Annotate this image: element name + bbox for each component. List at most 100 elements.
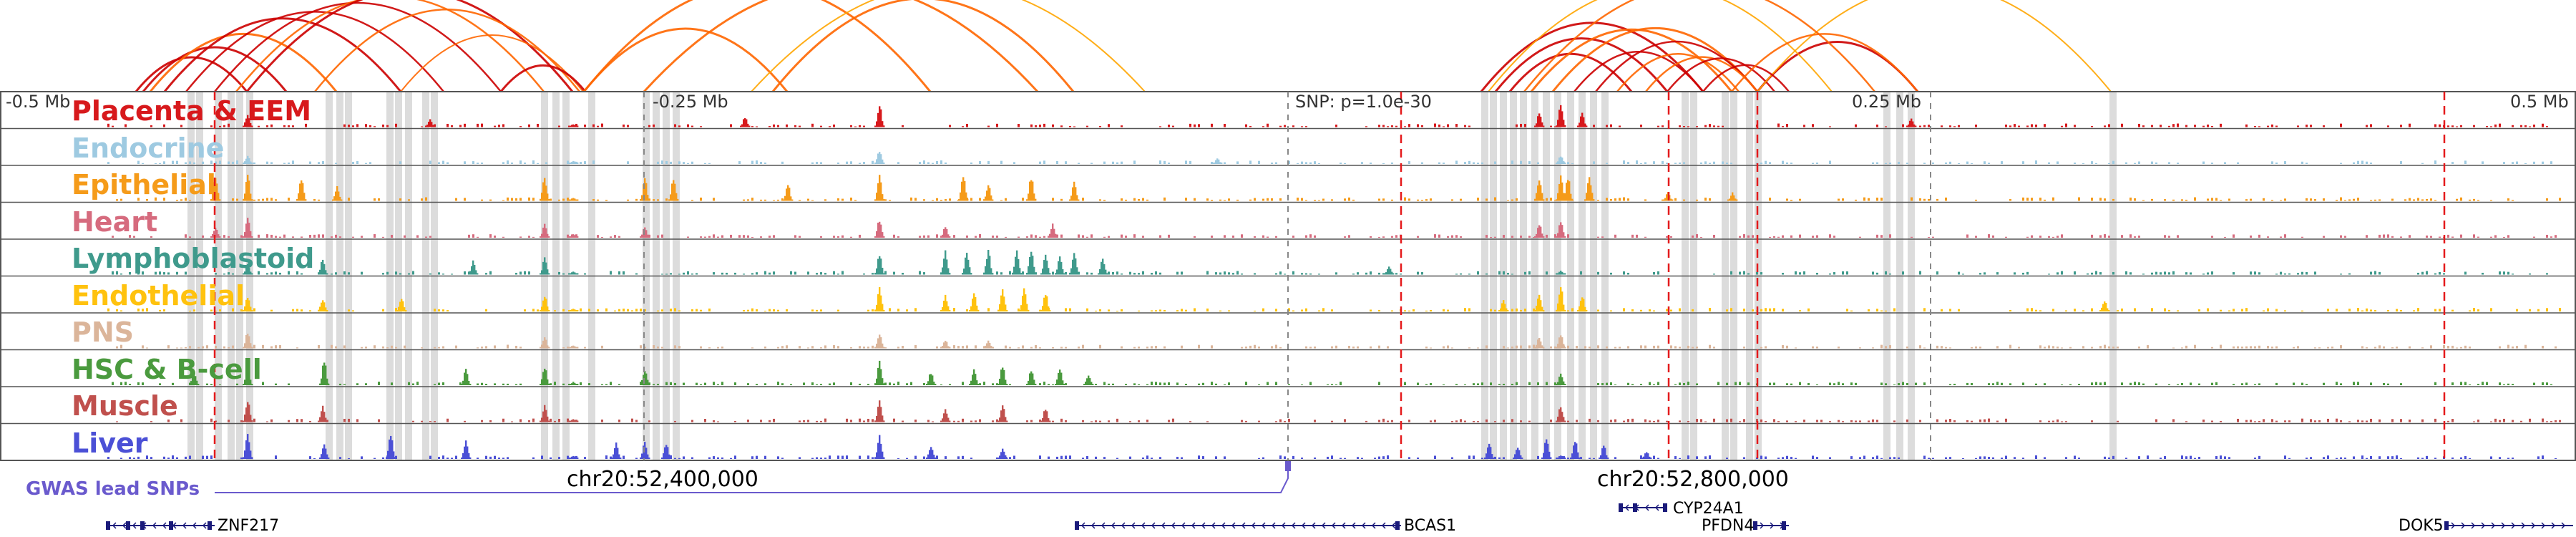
signal-bar — [313, 458, 316, 459]
signal-bar — [2052, 309, 2054, 311]
signal-bar — [1838, 382, 1840, 385]
signal-peak-bar — [572, 160, 575, 164]
signal-bar — [674, 124, 676, 127]
signal-bar — [2529, 309, 2531, 311]
signal-bar — [1331, 455, 1333, 459]
signal-bar — [1091, 163, 1093, 164]
signal-bar — [1022, 345, 1024, 349]
signal-bar — [1988, 163, 1990, 164]
signal-bar — [1378, 456, 1380, 459]
gene-strand-chevron — [1141, 522, 1146, 529]
signal-bar — [322, 234, 324, 238]
signal-peak-bar — [990, 345, 992, 349]
signal-bar — [2542, 345, 2544, 349]
signal-bar — [2439, 124, 2441, 127]
signal-bar — [2310, 457, 2312, 459]
signal-peak-bar — [547, 193, 549, 201]
signal-bar — [189, 455, 191, 459]
signal-bar — [966, 309, 968, 311]
signal-bar — [1782, 126, 1784, 127]
signal-bar — [1035, 125, 1037, 127]
signal-bar — [2233, 384, 2235, 385]
signal-peak-bar — [1046, 260, 1048, 275]
signal-bar — [1404, 197, 1406, 201]
signal-peak-bar — [879, 287, 881, 311]
signal-bar — [447, 458, 449, 459]
signal-bar — [1782, 309, 1784, 311]
signal-peak-bar — [1573, 445, 1575, 459]
signal-bar — [172, 160, 174, 164]
signal-bar — [1112, 383, 1114, 385]
signal-peak-bar — [1506, 308, 1508, 311]
signal-bar — [1168, 163, 1170, 164]
signal-bar — [1267, 123, 1269, 127]
signal-peak-bar — [1663, 199, 1665, 201]
signal-bar — [807, 271, 809, 275]
signal-bar — [1121, 125, 1123, 127]
gene-strand-chevron — [1271, 522, 1276, 529]
signal-bar — [1245, 124, 1247, 127]
signal-bar — [2546, 382, 2548, 385]
signal-bar — [1490, 382, 1492, 385]
signal-peak-bar — [1012, 272, 1014, 275]
signal-peak-bar — [244, 450, 246, 459]
signal-bar — [2254, 271, 2256, 275]
signal-peak-bar — [1390, 268, 1392, 275]
signal-bar — [1614, 347, 1616, 349]
signal-bar — [2366, 161, 2368, 164]
signal-peak-bar — [1534, 125, 1536, 127]
interaction-arc — [185, 11, 444, 92]
signal-bar — [451, 125, 453, 127]
signal-peak-bar — [966, 253, 968, 275]
signal-peak-bar — [210, 199, 213, 201]
signal-bar — [691, 309, 693, 311]
gene-strand-chevron — [122, 522, 127, 529]
signal-bar — [2494, 418, 2497, 422]
signal-bar — [2048, 162, 2050, 164]
signal-bar — [2327, 347, 2329, 349]
signal-bar — [893, 234, 895, 238]
interaction-arc — [142, 46, 288, 92]
signal-bar — [1571, 308, 1574, 311]
signal-bar — [1949, 161, 1951, 164]
signal-peak-bar — [1018, 258, 1020, 275]
signal-bar — [219, 384, 221, 385]
signal-peak-bar — [883, 236, 885, 238]
lymphoblastoid-track-signal — [112, 249, 2548, 275]
signal-peak-bar — [244, 235, 246, 238]
signal-peak-bar — [545, 339, 547, 349]
gwas-track-label: GWAS lead SNPs — [26, 478, 200, 500]
signal-bar — [1765, 456, 1767, 459]
signal-peak-bar — [577, 163, 579, 164]
signal-bar — [1662, 199, 1664, 201]
signal-bar — [1473, 455, 1475, 459]
signal-bar — [738, 161, 741, 164]
signal-bar — [2361, 420, 2363, 422]
signal-bar — [1370, 346, 1372, 349]
signal-bar — [1520, 309, 1522, 311]
signal-bar — [1580, 271, 1582, 275]
gene-strand-chevron — [1131, 522, 1136, 529]
signal-bar — [2555, 235, 2557, 238]
signal-bar — [2022, 382, 2024, 385]
axis-tick-minus-0-5: -0.5 Mb — [6, 92, 71, 112]
gene-strand-chevron — [1161, 522, 1166, 529]
signal-bar — [137, 382, 140, 385]
signal-peak-bar — [929, 450, 931, 459]
signal-bar — [1018, 236, 1020, 238]
signal-peak-bar — [323, 412, 326, 422]
signal-bar — [610, 271, 612, 275]
signal-peak-bar — [542, 411, 545, 422]
signal-bar — [1945, 420, 1947, 422]
signal-bar — [1752, 235, 1754, 238]
signal-bar — [365, 163, 367, 164]
signal-peak-bar — [880, 159, 882, 164]
signal-bar — [288, 125, 290, 127]
signal-bar — [1747, 273, 1750, 275]
signal-bar — [1528, 345, 1531, 349]
signal-peak-bar — [322, 365, 324, 385]
signal-bar — [1949, 419, 1951, 422]
signal-bar — [1790, 199, 1792, 201]
signal-peak-bar — [574, 309, 576, 311]
signal-peak-bar — [1557, 163, 1559, 164]
